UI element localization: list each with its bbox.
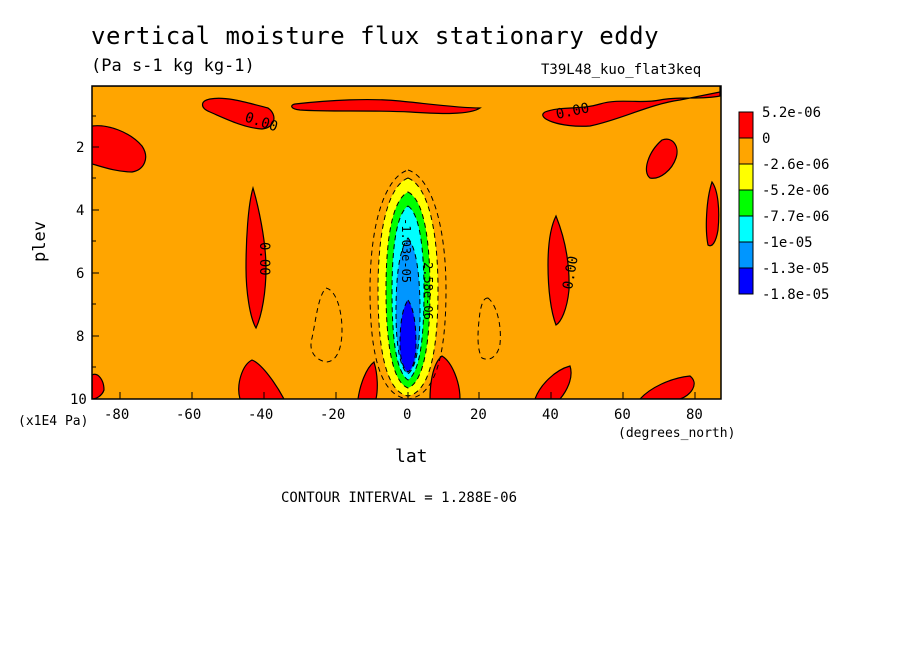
legend-swatch-blue bbox=[738, 267, 754, 295]
red-region-bottom-4 bbox=[534, 365, 572, 399]
legend-swatch-cyan bbox=[738, 215, 754, 243]
x-tick-label: -20 bbox=[320, 407, 345, 423]
red-region-top-mid bbox=[291, 98, 482, 115]
x-tick-label: 60 bbox=[614, 407, 631, 423]
legend-label: -2.6e-06 bbox=[762, 157, 829, 173]
x-axis-label: lat bbox=[395, 446, 428, 467]
x-tick-label: -40 bbox=[248, 407, 273, 423]
legend-label: -1.8e-05 bbox=[762, 287, 829, 303]
red-region-south-midlat bbox=[245, 185, 267, 330]
x-tick-label: 40 bbox=[542, 407, 559, 423]
y-axis: 2 4 6 8 10 bbox=[70, 115, 99, 408]
y-tick-label: 4 bbox=[76, 203, 84, 219]
legend-label: -5.2e-06 bbox=[762, 183, 829, 199]
colorbar-legend: 5.2e-06 0 -2.6e-06 -5.2e-06 -7.7e-06 -1e… bbox=[738, 105, 829, 303]
chart-title: vertical moisture flux stationary eddy bbox=[91, 22, 660, 50]
contour-label: 0.00 bbox=[560, 255, 582, 291]
red-region-north-upper bbox=[645, 138, 678, 179]
contour-label: 2.58e-06 bbox=[421, 262, 435, 320]
plot-frame bbox=[91, 85, 722, 400]
equatorial-blue-core bbox=[399, 299, 417, 373]
legend-swatch-red bbox=[738, 111, 754, 139]
y-tick-label: 2 bbox=[76, 140, 84, 156]
run-name: T39L48_kuo_flat3keq bbox=[541, 62, 702, 78]
red-region-right-edge bbox=[705, 180, 720, 247]
x-tick-label: -60 bbox=[176, 407, 201, 423]
legend-swatch-green bbox=[738, 189, 754, 217]
legend-swatch-lightblue bbox=[738, 241, 754, 269]
x-tick-label: 20 bbox=[470, 407, 487, 423]
y-axis-label: plev bbox=[30, 221, 50, 262]
x-tick-label: 0 bbox=[403, 407, 411, 423]
legend-label: -7.7e-06 bbox=[762, 209, 829, 225]
contour-label: 0.00 bbox=[256, 242, 272, 276]
dashed-contour-south bbox=[310, 287, 343, 363]
red-region-bottom-1 bbox=[238, 359, 285, 399]
red-region-top-band bbox=[92, 86, 721, 127]
contour-interval: CONTOUR INTERVAL = 1.288E-06 bbox=[281, 490, 518, 506]
red-region-top-left bbox=[201, 97, 275, 130]
y-tick-label: 6 bbox=[76, 266, 84, 282]
x-tick-label: -80 bbox=[104, 407, 129, 423]
contour-label: 0.00 bbox=[555, 100, 591, 123]
contour-label: -1.03e-05 bbox=[399, 218, 413, 283]
legend-swatch-yellow bbox=[738, 163, 754, 191]
legend-label: 0 bbox=[762, 131, 770, 147]
y-axis-unit: (x1E4 Pa) bbox=[18, 414, 89, 429]
red-region-left-edge bbox=[92, 125, 147, 173]
legend-label: 5.2e-06 bbox=[762, 105, 821, 121]
red-region-north-midlat bbox=[547, 214, 570, 326]
legend-swatch-orange bbox=[738, 137, 754, 165]
chart-units: (Pa s-1 kg kg-1) bbox=[91, 56, 255, 76]
legend-label: -1.3e-05 bbox=[762, 261, 829, 277]
equatorial-outer-dash bbox=[369, 169, 447, 399]
y-tick-label: 10 bbox=[70, 392, 87, 408]
legend-label: -1e-05 bbox=[762, 235, 813, 251]
red-region-bottom-5 bbox=[639, 375, 695, 399]
x-axis-unit: (degrees_north) bbox=[618, 426, 736, 441]
y-tick-label: 8 bbox=[76, 329, 84, 345]
dashed-contour-north bbox=[477, 297, 501, 360]
contour-fill-layer bbox=[92, 86, 721, 399]
x-axis: -80 -60 -40 -20 0 20 40 60 80 bbox=[104, 392, 703, 423]
red-region-bottom-2 bbox=[357, 361, 378, 399]
x-tick-label: 80 bbox=[686, 407, 703, 423]
